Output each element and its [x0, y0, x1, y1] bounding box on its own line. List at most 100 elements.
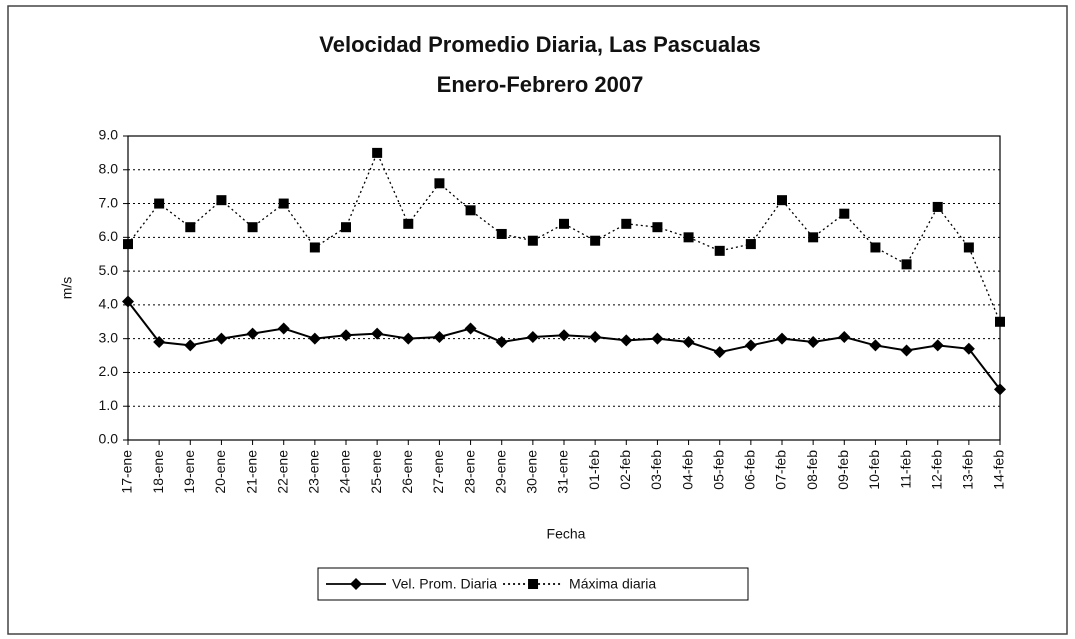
marker	[963, 242, 974, 253]
x-tick-label: 18-ene	[150, 450, 166, 494]
marker	[776, 332, 788, 345]
x-tick-label: 07-feb	[773, 450, 789, 490]
y-tick-label: 0.0	[99, 431, 119, 447]
y-tick-label: 5.0	[99, 262, 119, 278]
x-tick-label: 08-feb	[804, 450, 820, 490]
x-tick-label: 19-ene	[181, 450, 197, 494]
x-tick-label: 01-feb	[586, 450, 602, 490]
y-tick-label: 1.0	[99, 397, 119, 413]
marker	[433, 330, 446, 343]
marker	[808, 232, 819, 243]
marker	[651, 332, 664, 345]
marker	[870, 242, 881, 253]
marker	[838, 330, 851, 343]
x-tick-label: 28-ene	[461, 450, 477, 494]
x-tick-label: 25-ene	[368, 450, 384, 494]
chart-subtitle: Enero-Febrero 2007	[437, 72, 644, 97]
x-tick-label: 22-ene	[274, 450, 290, 494]
y-axis-label: m/s	[59, 277, 75, 300]
marker	[683, 232, 694, 243]
marker	[901, 259, 912, 270]
marker	[962, 342, 975, 355]
legend-label: Vel. Prom. Diaria	[392, 576, 497, 592]
x-tick-label: 06-feb	[742, 450, 758, 490]
x-tick-label: 24-ene	[337, 450, 353, 494]
marker	[246, 327, 259, 340]
marker	[308, 332, 321, 345]
marker	[714, 245, 725, 256]
x-tick-label: 04-feb	[679, 450, 695, 490]
x-tick-label: 12-feb	[928, 450, 944, 490]
x-tick-label: 02-feb	[617, 450, 633, 490]
y-tick-label: 4.0	[99, 296, 119, 312]
marker	[465, 205, 476, 216]
x-tick-label: 11-feb	[897, 450, 913, 489]
x-tick-label: 31-ene	[555, 450, 571, 494]
marker	[153, 336, 166, 349]
marker	[350, 578, 362, 590]
x-tick-label: 21-ene	[243, 450, 259, 494]
marker	[652, 222, 663, 233]
x-tick-label: 23-ene	[306, 450, 322, 494]
marker	[216, 195, 227, 206]
y-tick-label: 8.0	[99, 160, 119, 176]
chart-title: Velocidad Promedio Diaria, Las Pascualas	[319, 32, 760, 57]
y-tick-label: 9.0	[99, 127, 119, 143]
x-tick-label: 13-feb	[960, 450, 976, 490]
y-tick-label: 7.0	[99, 194, 119, 210]
marker	[154, 198, 165, 209]
marker	[869, 339, 882, 352]
marker	[372, 147, 383, 158]
x-tick-label: 09-feb	[835, 450, 851, 490]
x-tick-label: 26-ene	[399, 450, 415, 494]
marker	[527, 235, 538, 246]
marker	[995, 316, 1005, 327]
marker	[900, 344, 913, 357]
x-tick-label: 20-ene	[212, 450, 228, 494]
marker	[777, 195, 787, 206]
marker	[744, 339, 757, 352]
marker	[185, 222, 196, 233]
chart-border	[7, 5, 1068, 635]
y-tick-label: 3.0	[99, 329, 119, 345]
marker	[713, 346, 726, 359]
marker	[590, 235, 601, 246]
x-tick-label: 10-feb	[866, 450, 882, 490]
x-tick-label: 27-ene	[430, 450, 446, 494]
legend-label: Máxima diaria	[569, 576, 656, 592]
marker	[123, 239, 133, 250]
marker	[558, 329, 570, 342]
marker	[215, 332, 228, 345]
marker	[621, 218, 632, 229]
marker	[184, 339, 197, 352]
marker	[620, 334, 633, 347]
marker	[495, 336, 508, 349]
marker	[403, 218, 414, 229]
marker	[122, 295, 134, 308]
marker	[434, 178, 445, 189]
marker	[745, 239, 756, 250]
marker	[309, 242, 320, 253]
marker	[402, 332, 415, 345]
marker	[528, 579, 539, 589]
y-tick-label: 2.0	[99, 363, 119, 379]
marker	[340, 329, 352, 342]
x-axis-label: Fecha	[547, 526, 586, 542]
x-tick-label: 17-ene	[119, 450, 135, 494]
marker	[559, 218, 569, 229]
marker	[464, 322, 477, 335]
y-tick-label: 6.0	[99, 228, 119, 244]
x-tick-label: 30-ene	[524, 450, 540, 494]
marker	[807, 336, 820, 349]
marker	[994, 383, 1006, 396]
marker	[932, 201, 943, 212]
x-tick-label: 29-ene	[492, 450, 508, 494]
x-tick-label: 03-feb	[648, 450, 664, 490]
marker	[682, 336, 695, 349]
marker	[589, 330, 602, 343]
marker	[931, 339, 944, 352]
legend: Vel. Prom. Diaria Máxima diaria	[317, 567, 749, 601]
marker	[371, 327, 384, 340]
marker	[247, 222, 258, 233]
